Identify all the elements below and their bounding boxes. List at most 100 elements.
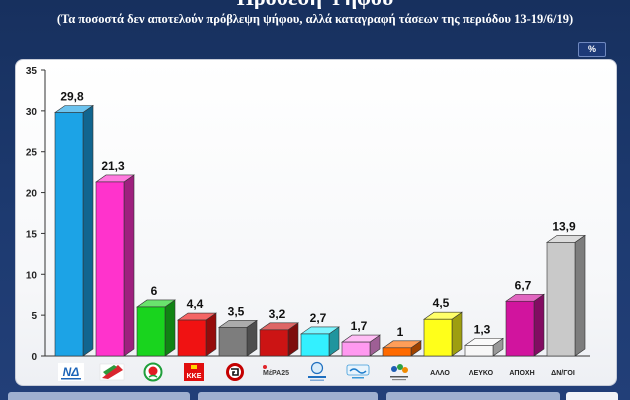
value-label: 6,7	[515, 278, 532, 292]
y-tick-label: 25	[26, 148, 38, 159]
y-tick-label: 20	[26, 189, 38, 200]
y-tick-label: 30	[26, 107, 38, 118]
bar	[341, 341, 371, 357]
bar-group: 13,9	[546, 219, 586, 357]
mera25-logo-dot	[263, 365, 267, 369]
potami-logo	[346, 364, 370, 379]
elliniki-lysi-logo	[308, 361, 326, 381]
bar-side	[533, 293, 545, 357]
value-label: 1,3	[474, 322, 491, 336]
bar	[423, 318, 453, 357]
bar-side	[205, 312, 217, 357]
bar-side	[574, 234, 586, 357]
bar-side	[164, 299, 176, 357]
kke-logo: ΚΚΕ	[184, 363, 204, 381]
footer-bar-segment	[386, 392, 560, 400]
bar	[300, 333, 330, 357]
bar	[218, 327, 248, 357]
kke-logo-text: ΚΚΕ	[187, 373, 202, 380]
bar-side	[451, 311, 463, 357]
value-label: 6	[151, 284, 158, 298]
enosi-kentroon-logo-dot	[391, 366, 397, 372]
nd-logo-text: ΝΔ	[63, 365, 80, 379]
bar	[95, 181, 125, 357]
kinal-logo-rose	[148, 366, 158, 376]
y-tick-label: 15	[26, 229, 38, 240]
bar-group: 4,4	[177, 297, 217, 357]
bar	[259, 329, 289, 357]
category-label: ΑΠΟΧΗ	[509, 370, 534, 377]
bar-group: 21,3	[95, 159, 135, 357]
footer-tab	[566, 392, 618, 400]
value-label: 1,7	[351, 319, 368, 333]
bar	[505, 300, 535, 357]
syriza-logo-green	[103, 365, 117, 375]
bar	[54, 112, 84, 357]
enosi-kentroon-logo-line	[392, 379, 406, 381]
bar	[177, 319, 207, 357]
elliniki-lysi-logo-emblem	[310, 361, 324, 375]
value-label: 4,5	[433, 296, 450, 310]
syriza-logo-red	[102, 365, 123, 379]
kinal-logo-leaf	[148, 374, 158, 378]
kke-logo-bg	[184, 363, 204, 381]
bar-group: 6	[136, 284, 176, 357]
y-tick-label: 5	[31, 311, 37, 322]
enosi-kentroon-logo-dot	[397, 364, 403, 370]
category-label: ΛΕΥΚΟ	[469, 370, 494, 377]
value-label: 13,9	[552, 219, 576, 233]
category-label: ΑΛΛΟ	[430, 370, 450, 377]
mera25-logo: ΜέΡΑ25	[263, 365, 289, 377]
potami-logo-wave	[349, 368, 367, 374]
bar-side	[82, 104, 94, 357]
value-label: 2,7	[310, 311, 327, 325]
value-label: 29,8	[60, 89, 84, 103]
enosi-kentroon-logo-line	[390, 376, 408, 378]
bar	[136, 306, 166, 357]
value-label: 3,5	[228, 304, 245, 318]
bar-group: 1	[382, 325, 422, 357]
value-label: 21,3	[101, 159, 125, 173]
enosi-kentroon-logo	[390, 364, 408, 381]
golden-dawn-logo	[226, 363, 244, 381]
category-label: ΔΝ/ΓΟΙ	[551, 370, 575, 377]
golden-dawn-logo-meander	[231, 368, 239, 376]
title-clip: Πρόθεση Ψήφου	[0, 0, 630, 9]
mera25-logo-text: ΜέΡΑ25	[263, 370, 289, 377]
elliniki-lysi-logo-line	[308, 376, 326, 378]
y-tick-label: 0	[31, 352, 37, 363]
nd-logo-bg	[58, 363, 84, 381]
nd-logo-line	[61, 378, 81, 380]
bar	[546, 242, 576, 357]
bar-group: 6,7	[505, 278, 545, 357]
bar-side	[123, 174, 135, 357]
y-tick-label: 10	[26, 270, 38, 281]
kinal-logo	[143, 362, 163, 382]
bar-group: 4,5	[423, 296, 463, 357]
bar-group: 2,7	[300, 311, 340, 357]
footer-bar-segment	[8, 392, 190, 400]
bar-group: 29,8	[54, 89, 94, 357]
chart-title: Πρόθεση Ψήφου	[0, 0, 630, 9]
value-label: 3,2	[269, 307, 286, 321]
kke-logo-emblem	[191, 365, 197, 369]
value-label: 1	[397, 325, 404, 339]
nd-logo: ΝΔ	[58, 363, 84, 381]
bar-group: 1,7	[341, 319, 381, 357]
syriza-logo	[99, 363, 125, 381]
enosi-kentroon-logo-dot	[402, 367, 408, 373]
value-label: 4,4	[187, 297, 204, 311]
unit-badge: %	[578, 42, 606, 57]
bar-group: 3,5	[218, 304, 258, 357]
bar	[464, 345, 494, 357]
chart-subtitle: (Τα ποσοστά δεν αποτελούν πρόβλεψη ψήφου…	[56, 12, 574, 26]
bar-group: 3,2	[259, 307, 299, 357]
y-tick-label: 35	[26, 66, 38, 77]
potami-logo-line	[352, 377, 364, 379]
bar	[382, 347, 412, 357]
footer-bar-segment	[198, 392, 378, 400]
elliniki-lysi-logo-line	[310, 379, 324, 381]
bar-group: 1,3	[464, 322, 504, 357]
